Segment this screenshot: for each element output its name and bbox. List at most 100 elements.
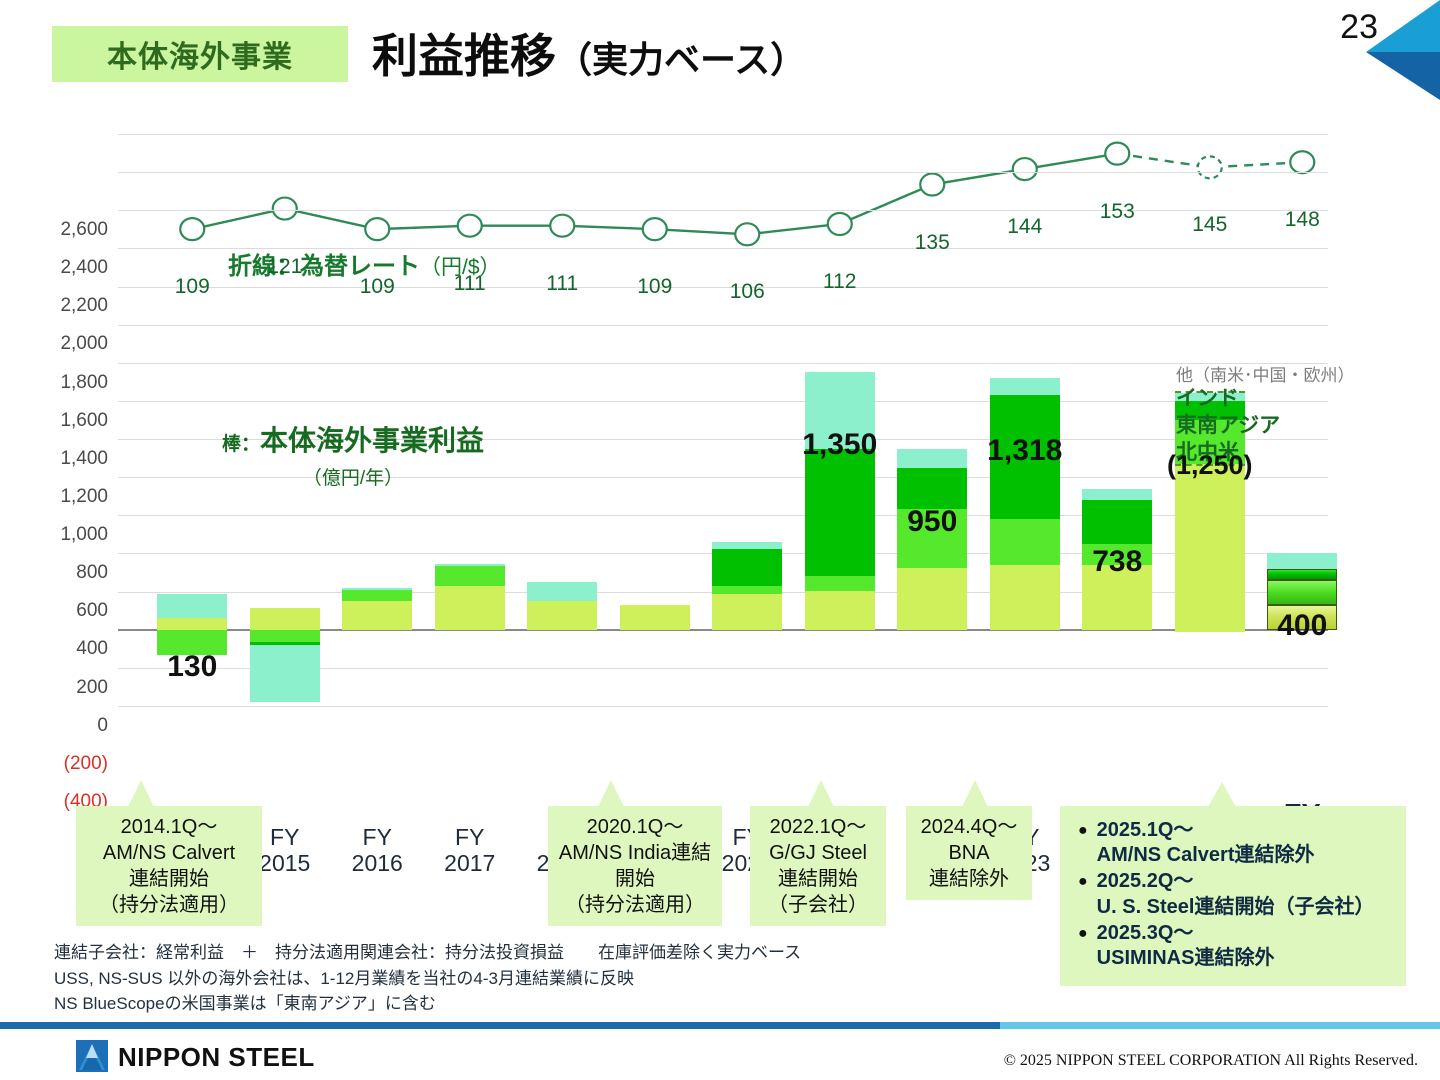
x-label-line1: FY [362,824,392,850]
fy2025-events-callout: ● 2025.1Q〜 AM/NS Calvert連結除外 ● 2025.2Q〜 U. S.… [1060,782,1406,987]
line-annotation-unit: （円/$） [420,256,501,279]
bar-series-annotation: 棒：本体海外事業利益 （億円/年） [222,419,484,490]
line-point-label: 135 [914,230,950,254]
x-axis-tick-label: FY 2016 [352,824,403,877]
footer-bar-dark [0,1022,1000,1029]
line-point-label: 109 [359,275,395,299]
bar-segment-other [989,378,1060,396]
bar-column [1174,391,1245,632]
callout-line: （持分法適用） [565,894,705,916]
footnotes: 連結子会社：経常利益 ＋ 持分法適用関連会社：持分法投資損益 在庫評価差除く実力… [54,940,801,1017]
callout-tail [598,780,624,807]
x-axis-tick-label: FY 2017 [444,824,495,877]
gridline [118,324,1328,326]
line-point-label: 109 [637,275,673,299]
zero-axis-line [118,628,1328,631]
x-label-line1: FY [270,824,300,850]
bullet-line-1: 2025.2Q〜 [1096,870,1194,893]
line-point-label: 153 [1099,199,1135,223]
bar-segment-southeast-asia [249,629,320,643]
bar-column [1267,134,1338,706]
bar-column [527,134,598,706]
callout-text: 2022.1Q〜 G/GJ Steel 連結開始 （子会社） [750,806,886,926]
x-label-line1: FY [455,824,485,850]
bar-column [804,134,875,706]
gridline [118,286,1328,288]
bar-column [712,134,783,706]
gridline [118,362,1328,364]
bar-column [1082,134,1153,706]
bullet-item: ● 2025.2Q〜 U. S. Steel連結開始（子会社） [1078,869,1392,919]
callout-text: 2020.1Q〜 AM/NS India連結 開始 （持分法適用） [548,806,722,926]
event-callout: 2022.1Q〜 G/GJ Steel 連結開始 （子会社） [750,780,886,926]
callout-text: 2014.1Q〜 AM/NS Calvert 連結開始 （持分法適用） [76,806,262,926]
y-axis-tick-label: 0 [97,714,108,736]
title-main-text: 利益推移 [372,30,556,82]
line-point-label: 111 [546,271,579,295]
bar-segment-southeast-asia [157,629,228,655]
gridline [118,667,1328,669]
bar-annotation-unit: （億円/年） [302,468,404,489]
callout-line: 開始 [615,868,655,890]
bar-segment-other [434,563,505,566]
gridline [118,515,1328,517]
bar-column [342,134,413,706]
chart-area: 折線：為替レート（円/$） 棒：本体海外事業利益 （億円/年） 他（南米･中国・… [0,96,1440,895]
title-sub-text: （実力ベース） [556,39,807,80]
line-point-label: 112 [823,269,857,293]
legend-item-north-america: 北中米 [1176,440,1239,464]
y-axis-tick-label: 1,800 [60,371,108,393]
bullet-line-2: USIMINAS連結除外 [1096,946,1275,969]
bar-segment-north-america [989,564,1060,630]
bar-segment-north-america [157,618,228,630]
line-data-point [1196,155,1223,180]
nippon-steel-logo-icon [76,1040,108,1072]
bar-segment-other [804,372,875,449]
bar-segment-southeast-asia [804,576,875,591]
callout-tail [1208,782,1236,807]
line-point-label: 145 [1192,213,1228,237]
bar-segment-southeast-asia [342,589,413,602]
bar-total-label: 1,350 [802,428,878,462]
gridline [118,439,1328,441]
callout-line: 2024.4Q〜 [920,816,1018,838]
bar-segment-southeast-asia [989,519,1060,565]
y-axis-tick-label: 2,400 [60,257,108,279]
y-axis-tick-label: 1,000 [60,524,108,546]
event-callout: 2020.1Q〜 AM/NS India連結 開始 （持分法適用） [548,780,722,926]
bullet-dot-icon: ● [1078,873,1088,891]
callout-tail [128,780,154,807]
bar-segment-other [249,644,320,703]
event-callout: 2024.4Q〜 BNA 連結除外 [906,780,1032,900]
page-title: 利益推移（実力ベース） 利益推移（実力ベース） [372,20,806,86]
bar-segment-other [1267,553,1338,569]
y-axis-tick-label: 1,200 [60,485,108,507]
x-label-line2: 2015 [259,850,311,877]
legend-item-other: 他（南米･中国・欧州） [1176,366,1355,385]
bar-total-label: 950 [907,504,958,538]
bar-total-label: 1,318 [987,434,1063,468]
bar-segment-other [342,587,413,590]
bar-segment-north-america [527,601,598,630]
bar-segment-india [1267,568,1338,581]
bullet-line-1: 2025.3Q〜 [1096,921,1194,944]
bar-segment-north-america [804,590,875,630]
bar-column [619,134,690,706]
bar-segment-southeast-asia [1267,580,1338,605]
bar-segment-other [527,582,598,602]
bar-total-label: 130 [167,649,218,683]
gridline [118,248,1328,250]
bar-segment-north-america [619,604,690,630]
line-point-label: 109 [174,275,210,299]
bar-segment-india [804,448,875,577]
callout-line: 2014.1Q〜 [120,816,218,838]
callout-line: AM/NS Calvert [102,842,236,864]
bar-segment-other [712,542,783,549]
y-axis-tick-label: 200 [76,676,108,698]
footnote-line-3: NS BlueScopeの米国事業は「東南アジア」に含む [54,994,436,1013]
callout-line: 2022.1Q〜 [769,816,867,838]
bar-column [434,134,505,706]
bullet-line-2: AM/NS Calvert連結除外 [1096,844,1315,867]
line-point-label: 144 [1007,215,1043,239]
